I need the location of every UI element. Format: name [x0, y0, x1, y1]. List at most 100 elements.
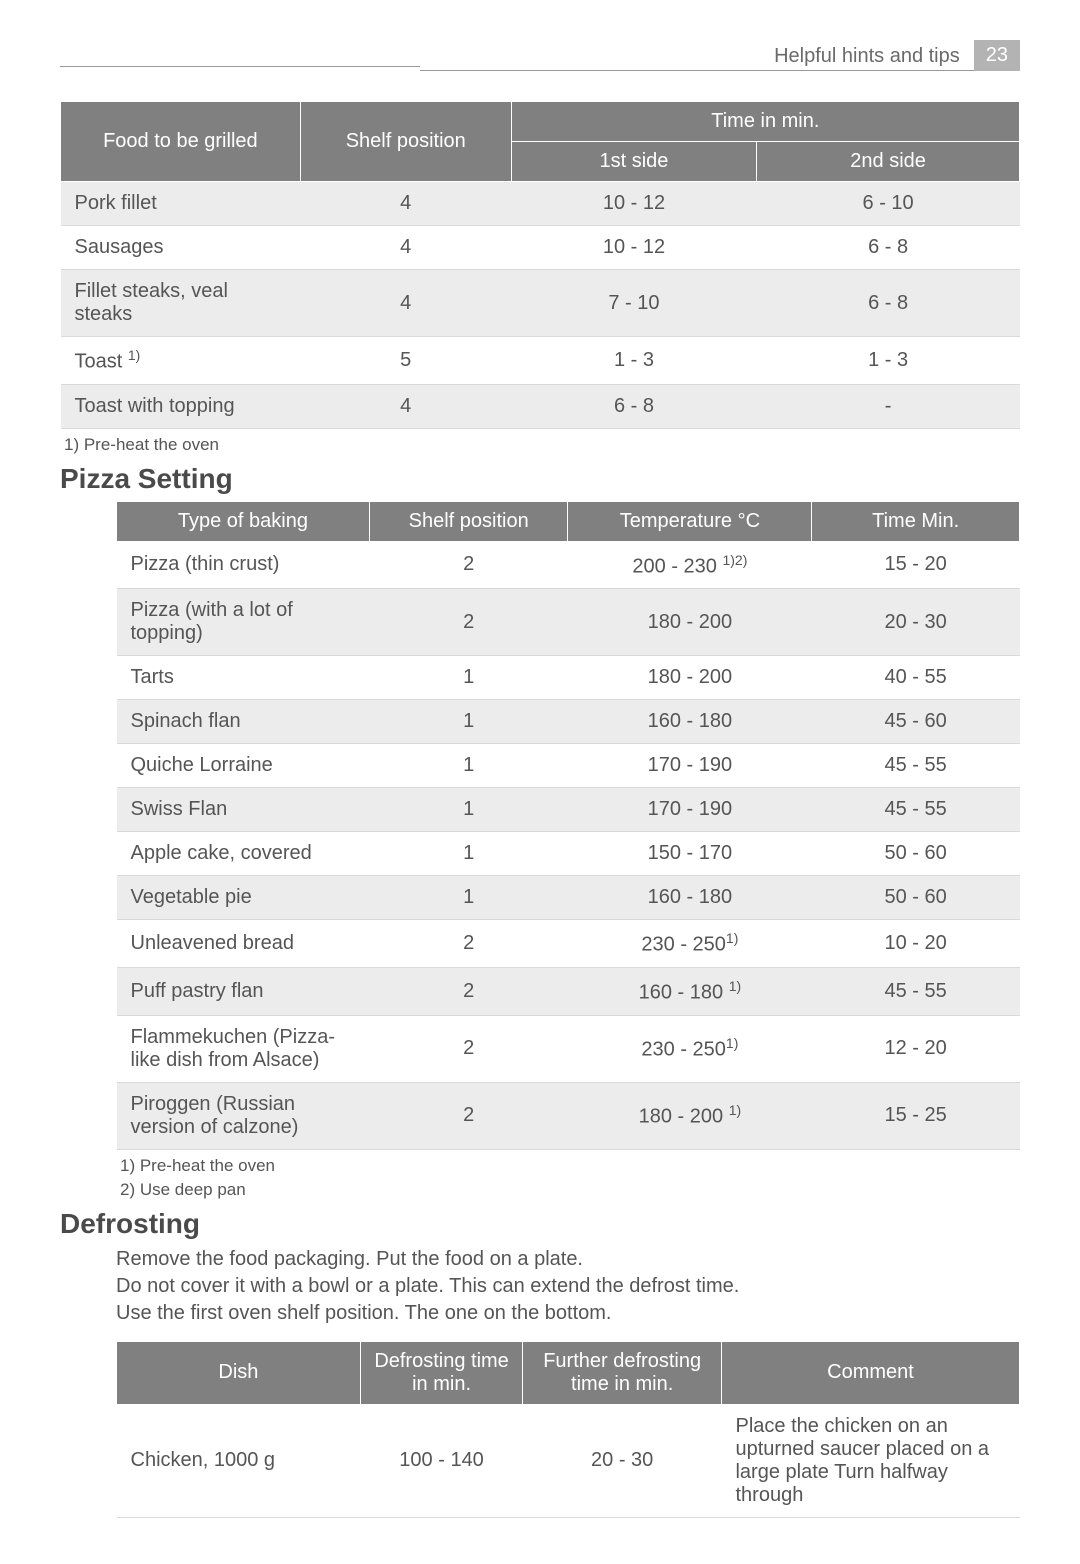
cell-ftime: 20 - 30: [523, 1404, 722, 1517]
cell-type: Flammekuchen (Pizza-like dish from Alsac…: [117, 1015, 370, 1082]
table-row: Toast with topping46 - 8-: [61, 384, 1020, 428]
cell-temp: 200 - 230 1)2): [568, 541, 812, 589]
cell-time: 50 - 60: [812, 832, 1020, 876]
cell-food: Toast 1): [61, 337, 301, 385]
table-row: Chicken, 1000 g100 - 14020 - 30Place the…: [117, 1404, 1020, 1517]
cell-time: 40 - 55: [812, 656, 1020, 700]
cell-shelf: 2: [369, 967, 568, 1015]
cell-shelf: 1: [369, 744, 568, 788]
cell-type: Spinach flan: [117, 700, 370, 744]
cell-type: Puff pastry flan: [117, 967, 370, 1015]
cell-1st-side: 10 - 12: [511, 226, 756, 270]
page-header: Helpful hints and tips 23: [60, 0, 1020, 101]
cell-shelf: 5: [300, 337, 511, 385]
defrost-body: Remove the food packaging. Put the food …: [116, 1246, 1020, 1327]
cell-type: Apple cake, covered: [117, 832, 370, 876]
table-row: Flammekuchen (Pizza-like dish from Alsac…: [117, 1015, 1020, 1082]
col-type: Type of baking: [117, 501, 370, 541]
cell-type: Pizza (with a lot of topping): [117, 589, 370, 656]
cell-temp: 150 - 170: [568, 832, 812, 876]
cell-shelf: 4: [300, 270, 511, 337]
table-row: Sausages410 - 126 - 8: [61, 226, 1020, 270]
cell-1st-side: 7 - 10: [511, 270, 756, 337]
cell-1st-side: 6 - 8: [511, 384, 756, 428]
table-row: Pizza (with a lot of topping)2180 - 2002…: [117, 589, 1020, 656]
cell-type: Vegetable pie: [117, 876, 370, 920]
cell-temp: 180 - 200: [568, 656, 812, 700]
cell-2nd-side: 6 - 8: [757, 270, 1020, 337]
pizza-heading: Pizza Setting: [60, 463, 1020, 495]
col-2nd-side: 2nd side: [757, 142, 1020, 182]
cell-time: 45 - 55: [812, 788, 1020, 832]
table-row: Pizza (thin crust)2200 - 230 1)2)15 - 20: [117, 541, 1020, 589]
cell-time: 45 - 55: [812, 744, 1020, 788]
table-row: Apple cake, covered1150 - 17050 - 60: [117, 832, 1020, 876]
cell-temp: 170 - 190: [568, 744, 812, 788]
defrost-table: Dish Defrosting time in min. Further def…: [116, 1341, 1020, 1518]
cell-time: 15 - 25: [812, 1082, 1020, 1149]
pizza-table: Type of baking Shelf position Temperatur…: [116, 501, 1020, 1150]
cell-temp: 160 - 180 1): [568, 967, 812, 1015]
cell-shelf: 2: [369, 920, 568, 968]
col-comment: Comment: [721, 1341, 1019, 1404]
header-title: Helpful hints and tips: [420, 45, 974, 71]
cell-food: Pork fillet: [61, 182, 301, 226]
col-dtime: Defrosting time in min.: [360, 1341, 523, 1404]
cell-time: 12 - 20: [812, 1015, 1020, 1082]
cell-shelf: 1: [369, 700, 568, 744]
table-row: Unleavened bread2230 - 2501)10 - 20: [117, 920, 1020, 968]
col-temp: Temperature °C: [568, 501, 812, 541]
col-dish: Dish: [117, 1341, 361, 1404]
defrost-heading: Defrosting: [60, 1208, 1020, 1240]
table-row: Spinach flan1160 - 18045 - 60: [117, 700, 1020, 744]
table-row: Pork fillet410 - 126 - 10: [61, 182, 1020, 226]
table-row: Fillet steaks, veal steaks47 - 106 - 8: [61, 270, 1020, 337]
cell-time: 50 - 60: [812, 876, 1020, 920]
cell-temp: 160 - 180: [568, 876, 812, 920]
table-row: Toast 1)51 - 31 - 3: [61, 337, 1020, 385]
table-row: Quiche Lorraine1170 - 19045 - 55: [117, 744, 1020, 788]
cell-comment: Place the chicken on an upturned saucer …: [721, 1404, 1019, 1517]
page-number: 23: [974, 40, 1020, 71]
grill-table: Food to be grilled Shelf position Time i…: [60, 101, 1020, 429]
cell-food: Fillet steaks, veal steaks: [61, 270, 301, 337]
table-row: Vegetable pie1160 - 18050 - 60: [117, 876, 1020, 920]
cell-food: Sausages: [61, 226, 301, 270]
cell-temp: 170 - 190: [568, 788, 812, 832]
cell-2nd-side: -: [757, 384, 1020, 428]
col-ftime: Further defrosting time in min.: [523, 1341, 722, 1404]
col-time: Time in min.: [511, 102, 1019, 142]
cell-temp: 180 - 200: [568, 589, 812, 656]
cell-shelf: 4: [300, 384, 511, 428]
header-rule: [60, 66, 420, 67]
cell-shelf: 4: [300, 182, 511, 226]
cell-time: 15 - 20: [812, 541, 1020, 589]
cell-time: 10 - 20: [812, 920, 1020, 968]
cell-1st-side: 10 - 12: [511, 182, 756, 226]
col-shelf: Shelf position: [300, 102, 511, 182]
cell-temp: 180 - 200 1): [568, 1082, 812, 1149]
cell-dish: Chicken, 1000 g: [117, 1404, 361, 1517]
cell-shelf: 2: [369, 541, 568, 589]
cell-dtime: 100 - 140: [360, 1404, 523, 1517]
col-food: Food to be grilled: [61, 102, 301, 182]
cell-2nd-side: 6 - 10: [757, 182, 1020, 226]
grill-footnote: 1) Pre-heat the oven: [64, 435, 1020, 455]
cell-time: 20 - 30: [812, 589, 1020, 656]
col-time: Time Min.: [812, 501, 1020, 541]
cell-type: Unleavened bread: [117, 920, 370, 968]
col-shelf: Shelf position: [369, 501, 568, 541]
cell-type: Swiss Flan: [117, 788, 370, 832]
cell-type: Quiche Lorraine: [117, 744, 370, 788]
table-row: Tarts1180 - 20040 - 55: [117, 656, 1020, 700]
cell-shelf: 1: [369, 876, 568, 920]
cell-time: 45 - 55: [812, 967, 1020, 1015]
cell-shelf: 1: [369, 656, 568, 700]
cell-type: Tarts: [117, 656, 370, 700]
cell-2nd-side: 6 - 8: [757, 226, 1020, 270]
cell-shelf: 2: [369, 589, 568, 656]
table-row: Puff pastry flan2160 - 180 1)45 - 55: [117, 967, 1020, 1015]
cell-shelf: 1: [369, 832, 568, 876]
cell-shelf: 2: [369, 1082, 568, 1149]
cell-shelf: 1: [369, 788, 568, 832]
